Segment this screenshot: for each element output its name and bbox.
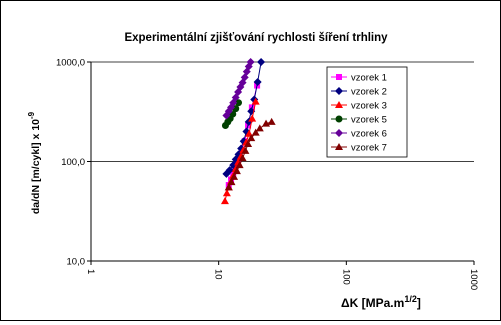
- data-point: [235, 161, 244, 169]
- legend-label: vzorek 5: [351, 115, 387, 126]
- data-point: [220, 197, 229, 205]
- legend-marker: [335, 87, 343, 95]
- legend-marker: [336, 74, 342, 80]
- data-point: [246, 58, 255, 66]
- legend-label: vzorek 6: [351, 129, 387, 140]
- y-tick-label: 100,0: [61, 157, 85, 168]
- y-axis-label: da/dN [m/cykl] x 10-9: [27, 111, 42, 214]
- data-point: [241, 146, 250, 154]
- x-tick-label: 10: [213, 269, 224, 280]
- data-point: [262, 119, 271, 127]
- data-point: [222, 189, 231, 197]
- legend-box: [326, 66, 408, 158]
- legend: vzorek 1 vzorek 2 vzorek 3 vzorek 5 vzorek 6…: [326, 66, 408, 158]
- x-tick-label: 1000: [468, 269, 479, 290]
- data-point: [225, 166, 234, 175]
- legend-label: vzorek 2: [351, 87, 387, 98]
- x-tick-label: 100: [340, 269, 351, 285]
- chart: Experimentální zjišťování rychlosti šíře…: [27, 32, 479, 310]
- data-point: [248, 114, 257, 122]
- legend-label: vzorek 7: [351, 143, 387, 154]
- legend-marker: [335, 129, 343, 137]
- data-point: [244, 139, 253, 147]
- y-tick-label: 1000,0: [56, 58, 85, 69]
- data-point: [253, 77, 262, 86]
- data-point: [247, 134, 256, 142]
- legend-marker: [335, 115, 343, 123]
- data-point: [232, 167, 241, 175]
- data-point: [238, 154, 247, 162]
- legend-label: vzorek 3: [351, 101, 387, 112]
- x-tick-label: 1: [85, 269, 96, 274]
- data-point: [267, 117, 276, 125]
- data-point: [255, 124, 264, 132]
- legend-marker: [335, 101, 343, 108]
- data-point: [230, 172, 239, 180]
- y-tick-label: 10,0: [67, 257, 86, 268]
- plot-area: 10,0 100,0 1000,0 1 10 100 1000: [56, 58, 479, 291]
- legend-marker: [335, 143, 343, 150]
- data-point: [257, 58, 266, 66]
- data-point: [227, 178, 236, 186]
- data-point: [234, 99, 242, 107]
- data-point: [251, 97, 260, 105]
- data-point: [251, 128, 260, 136]
- chart-title: Experimentální zjišťování rychlosti šíře…: [124, 32, 388, 44]
- legend-label: vzorek 1: [351, 73, 387, 84]
- data-point: [224, 183, 233, 191]
- x-axis-label: ΔK [MPa.m1/2]: [341, 294, 421, 310]
